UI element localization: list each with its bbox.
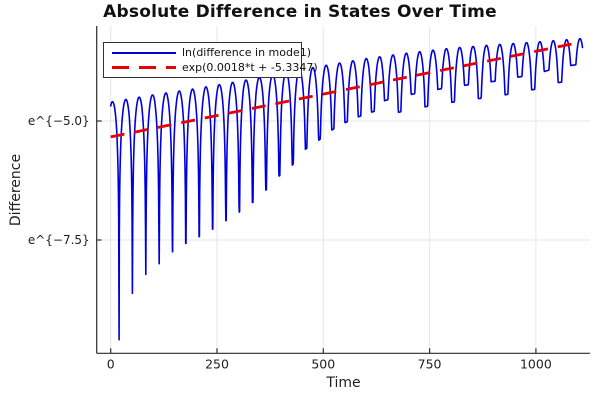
chart-title: Absolute Difference in States Over Time — [103, 2, 497, 22]
legend-label: exp(0.0018*t + -5.3347) — [182, 61, 318, 74]
y-tick-label: e^{−7.5} — [28, 233, 90, 247]
x-axis-label: Time — [326, 375, 361, 391]
series-line-exp-fit — [110, 41, 579, 139]
x-tick-label: 500 — [311, 356, 335, 371]
legend-entry-blue: ln(difference in mode1) — [112, 45, 311, 60]
series-line-ln-difference — [109, 37, 584, 341]
legend-line-sample-solid — [112, 51, 176, 54]
legend-entry-red: exp(0.0018*t + -5.3347) — [112, 60, 318, 75]
x-tick-label: 750 — [418, 356, 442, 371]
x-tick-label: 250 — [205, 356, 229, 371]
y-tick-label: e^{−5.0} — [28, 114, 90, 128]
legend-line-sample-dashed — [112, 66, 176, 69]
y-axis-label: Difference — [8, 153, 24, 227]
x-tick-label: 1000 — [520, 356, 552, 371]
legend-label: ln(difference in mode1) — [182, 46, 312, 59]
x-tick-label: 0 — [107, 356, 115, 371]
legend: ln(difference in mode1) exp(0.0018*t + -… — [103, 42, 318, 78]
